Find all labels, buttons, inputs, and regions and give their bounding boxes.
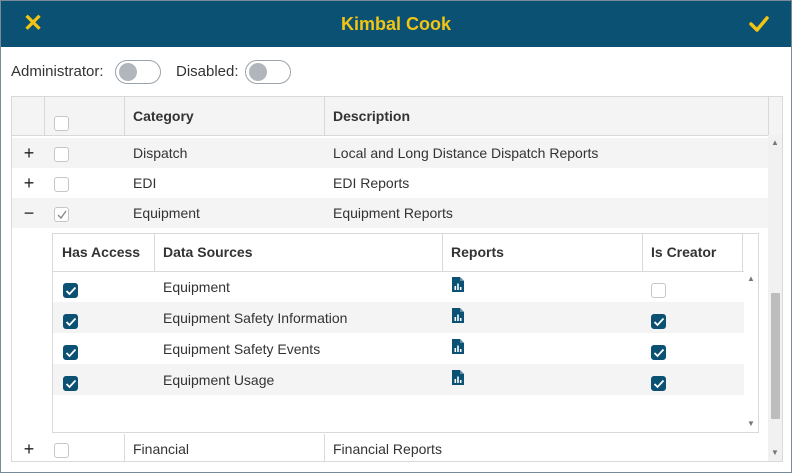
report-chart-icon[interactable]: [451, 307, 465, 324]
is-creator-checkbox[interactable]: [651, 345, 666, 360]
close-icon[interactable]: ✕: [22, 10, 44, 37]
checkmark-icon: [65, 348, 77, 358]
has-access-checkbox[interactable]: [63, 376, 78, 391]
checkmark-icon: [65, 379, 77, 389]
description-cell: Equipment Reports: [333, 205, 453, 221]
checkmark-icon: [57, 210, 67, 220]
data-source-cell: Equipment Safety Information: [163, 310, 348, 326]
category-cell: Financial: [133, 441, 190, 457]
category-cell: Equipment: [133, 205, 200, 221]
column-header-data-sources: Data Sources: [163, 244, 253, 260]
has-access-checkbox[interactable]: [63, 345, 78, 360]
grid-header: Category Description: [12, 97, 782, 136]
expand-row-button[interactable]: +: [23, 173, 35, 193]
column-header-has-access: Has Access: [62, 244, 141, 260]
grid-scrollbar[interactable]: ▲ ▼: [768, 135, 782, 461]
detail-grid: Has Access Data Sources Reports Is Creat…: [52, 233, 759, 433]
collapse-row-button[interactable]: −: [23, 203, 35, 223]
select-all-checkbox[interactable]: [54, 116, 69, 131]
detail-scrollbar[interactable]: ▲ ▼: [744, 271, 758, 432]
detail-row[interactable]: Equipment: [53, 271, 744, 302]
has-access-checkbox[interactable]: [63, 314, 78, 329]
column-header-category: Category: [133, 108, 194, 124]
is-creator-checkbox[interactable]: [651, 283, 666, 298]
expand-row-button[interactable]: +: [23, 439, 35, 459]
report-chart-icon[interactable]: [451, 369, 465, 386]
row-checkbox[interactable]: [54, 177, 69, 192]
category-cell: Dispatch: [133, 145, 188, 161]
checkmark-icon: [653, 379, 665, 389]
scroll-thumb[interactable]: [771, 293, 780, 419]
data-source-cell: Equipment Usage: [163, 372, 275, 388]
data-source-cell: Equipment Safety Events: [163, 341, 321, 357]
title-bar: ✕ Kimbal Cook: [1, 1, 791, 47]
divider: [442, 234, 443, 271]
divider: [768, 97, 769, 135]
scroll-up-icon[interactable]: ▲: [771, 138, 779, 147]
toggle-knob: [249, 63, 267, 81]
table-row[interactable]: + EDI EDI Reports: [12, 168, 768, 198]
divider: [324, 434, 325, 461]
row-checkbox[interactable]: [54, 443, 69, 458]
administrator-label: Administrator:: [11, 63, 104, 80]
is-creator-checkbox[interactable]: [651, 376, 666, 391]
divider: [124, 434, 125, 461]
toggle-knob: [119, 63, 137, 81]
disabled-toggle[interactable]: [245, 60, 291, 84]
checkmark-icon: [653, 317, 665, 327]
column-header-is-creator: Is Creator: [651, 244, 717, 260]
checkmark-icon: [653, 348, 665, 358]
is-creator-checkbox[interactable]: [651, 314, 666, 329]
divider: [154, 234, 155, 271]
row-checkbox[interactable]: [54, 147, 69, 162]
category-grid: Category Description + Dispatch Local an…: [11, 96, 783, 462]
table-row[interactable]: + Dispatch Local and Long Distance Dispa…: [12, 138, 768, 168]
detail-grid-header: Has Access Data Sources Reports Is Creat…: [53, 234, 758, 272]
column-header-reports: Reports: [451, 244, 504, 260]
scroll-up-icon[interactable]: ▲: [747, 274, 755, 283]
detail-row[interactable]: Equipment Safety Information: [53, 302, 744, 333]
column-header-description: Description: [333, 108, 411, 124]
data-source-cell: Equipment: [163, 279, 230, 295]
divider: [742, 234, 743, 271]
administrator-toggle[interactable]: [115, 60, 161, 84]
detail-row[interactable]: Equipment Safety Events: [53, 333, 744, 364]
table-row[interactable]: − Equipment Equipment Reports: [12, 198, 768, 228]
divider: [642, 234, 643, 271]
report-chart-icon[interactable]: [451, 276, 465, 293]
divider: [324, 97, 325, 135]
description-cell: Financial Reports: [333, 441, 442, 457]
description-cell: Local and Long Distance Dispatch Reports: [333, 145, 599, 161]
table-row[interactable]: + Financial Financial Reports: [12, 434, 768, 461]
dialog-title: Kimbal Cook: [340, 14, 451, 34]
scroll-down-icon[interactable]: ▼: [747, 419, 755, 428]
checkmark-icon: [65, 286, 77, 296]
report-chart-icon[interactable]: [451, 338, 465, 355]
divider: [44, 97, 45, 135]
expand-row-button[interactable]: +: [23, 143, 35, 163]
checkmark-icon: [65, 317, 77, 327]
scroll-down-icon[interactable]: ▼: [771, 448, 779, 457]
disabled-label: Disabled:: [176, 63, 239, 80]
divider: [124, 97, 125, 135]
description-cell: EDI Reports: [333, 175, 410, 191]
row-checkbox[interactable]: [54, 207, 69, 222]
check-icon[interactable]: [745, 10, 773, 38]
category-cell: EDI: [133, 175, 157, 191]
has-access-checkbox[interactable]: [63, 283, 78, 298]
detail-row[interactable]: Equipment Usage: [53, 364, 744, 395]
